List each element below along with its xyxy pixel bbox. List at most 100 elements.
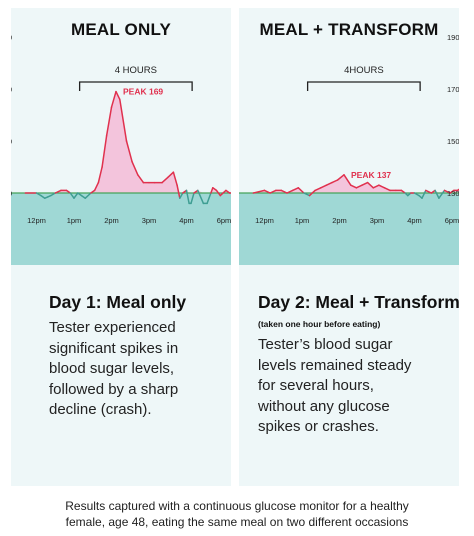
series-line-segment [325,181,333,186]
series-line-segment [54,189,62,194]
bracket-label: 4 HOURS [115,65,157,76]
series-line-segment [212,187,218,192]
y-tick-label: 130 [447,189,459,198]
series-line-segment [443,189,451,194]
low-range-band [11,193,231,265]
duration-bracket [306,81,421,91]
series-line-segment [366,181,375,189]
y-tick-label: 150 [447,137,459,146]
x-tick-label: 2pm [332,216,347,225]
series-line-segment [372,184,380,189]
series-line-segment [35,192,42,197]
y-tick-label: 190 [447,33,459,42]
series-line-segment [269,189,277,194]
y-tick-label: 190 [11,33,12,42]
series-line-segment [456,188,459,192]
series-line-segment [110,90,117,108]
series-line-segment [161,176,169,184]
day1-description: Tester experienced significant spikes in… [49,318,178,421]
series-line-segment [314,187,322,192]
desc-line: Tester’s blood sugar [258,336,393,353]
series-line-segment [185,189,190,205]
series-line-segment [210,187,214,194]
series-line-segment [50,192,57,197]
glucose-chart-meal-transform: 130 150 170 190 12pm 1pm 2pm 3pm 4pm 6pm 4HOURS PEA… [239,33,459,265]
y-tick-label: 150 [11,137,12,146]
bracket-label: 4HOURS [344,65,384,76]
series-line-segment [286,189,294,194]
day2-subtitle: (taken one hour before eating) [258,319,381,329]
series-line-segment [90,189,96,194]
desc-line: without any glucose [258,397,390,415]
series-line-segment [343,174,352,186]
series-line-segment [320,184,328,189]
desc-line: levels remained steady [258,356,412,374]
series-line-segment [355,184,363,189]
x-tick-label: 12pm [255,216,274,225]
series-line-segment [336,174,345,181]
x-tick-label: 6pm [217,216,231,225]
series-line-segment [438,189,446,199]
series-line-segment [263,189,271,194]
series-line-segment [65,189,72,194]
day2-title: Day 2: Meal + Transform [258,292,460,312]
series-line-segment [137,174,145,184]
x-tick-label: 4pm [407,216,422,225]
series-line-segment [383,187,391,192]
series-line-segment [131,161,139,176]
series-line-segment [176,184,181,199]
series-line-segment [303,192,311,197]
x-tick-label: 4pm [179,216,194,225]
peak-label: PEAK 169 [123,87,163,97]
low-range-band [239,193,459,265]
series-line-segment [167,171,175,179]
duration-bracket [78,81,193,91]
day2-description: Tester’s blood sugar levels remained ste… [258,335,411,438]
x-tick-label: 12pm [27,216,46,225]
series-line-segment [97,166,103,184]
series-line-segment [105,106,113,137]
series-line-segment [172,171,178,186]
x-tick-label: 2pm [104,216,119,225]
footer-line: Results captured with a continuous gluco… [65,499,409,513]
desc-line: significant spikes in [49,339,179,357]
y-tick-label: 130 [11,189,12,198]
series-line-segment [308,189,316,197]
peak-label: PEAK 137 [351,170,391,180]
x-tick-label: 3pm [142,216,157,225]
y-tick-label: 170 [447,85,459,94]
series-line-segment [40,194,46,199]
series-line-segment [297,187,305,194]
x-tick-label: 1pm [295,216,310,225]
series-line-segment [280,189,288,194]
series-line-segment [197,189,205,205]
chart-panel-meal-transform: 130 150 170 190 12pm 1pm 2pm 3pm 4pm 6pm 4HOURS PEA… [239,8,459,486]
series-line-segment [206,192,212,205]
series-line-segment [449,189,455,194]
footer-line: female, age 48, eating the same meal on … [65,515,409,529]
series-line-segment [252,189,266,194]
series-line-segment [434,189,440,199]
desc-line: spikes or crashes. [258,418,379,435]
series-line-segment [179,192,184,199]
spike-area [25,91,231,193]
series-line-segment [378,184,386,189]
desc-line: for several hours, [258,377,374,394]
spike-area [253,174,459,193]
x-tick-label: 3pm [370,216,385,225]
chart-title-meal-only: MEAL ONLY [70,20,172,39]
desc-line: followed by a sharp [49,380,179,398]
desc-line: decline (crash). [49,401,152,418]
y-tick-label: 170 [11,85,12,94]
series-line-segment [350,184,358,189]
glucose-chart-meal-only: 130 150 170 190 12pm 1pm 2pm 3pm 4pm 6pm 4 HOURS PE… [11,33,231,265]
desc-line: Tester experienced [49,319,176,336]
series-line-segment [84,192,92,199]
x-tick-label: 6pm [445,216,459,225]
day1-title: Day 1: Meal only [49,292,187,312]
series-line-segment [115,90,121,101]
series-line-segment [331,179,339,184]
series-line-segment [425,189,433,194]
series-line-segment [119,98,128,142]
series-line-segment [69,192,75,199]
